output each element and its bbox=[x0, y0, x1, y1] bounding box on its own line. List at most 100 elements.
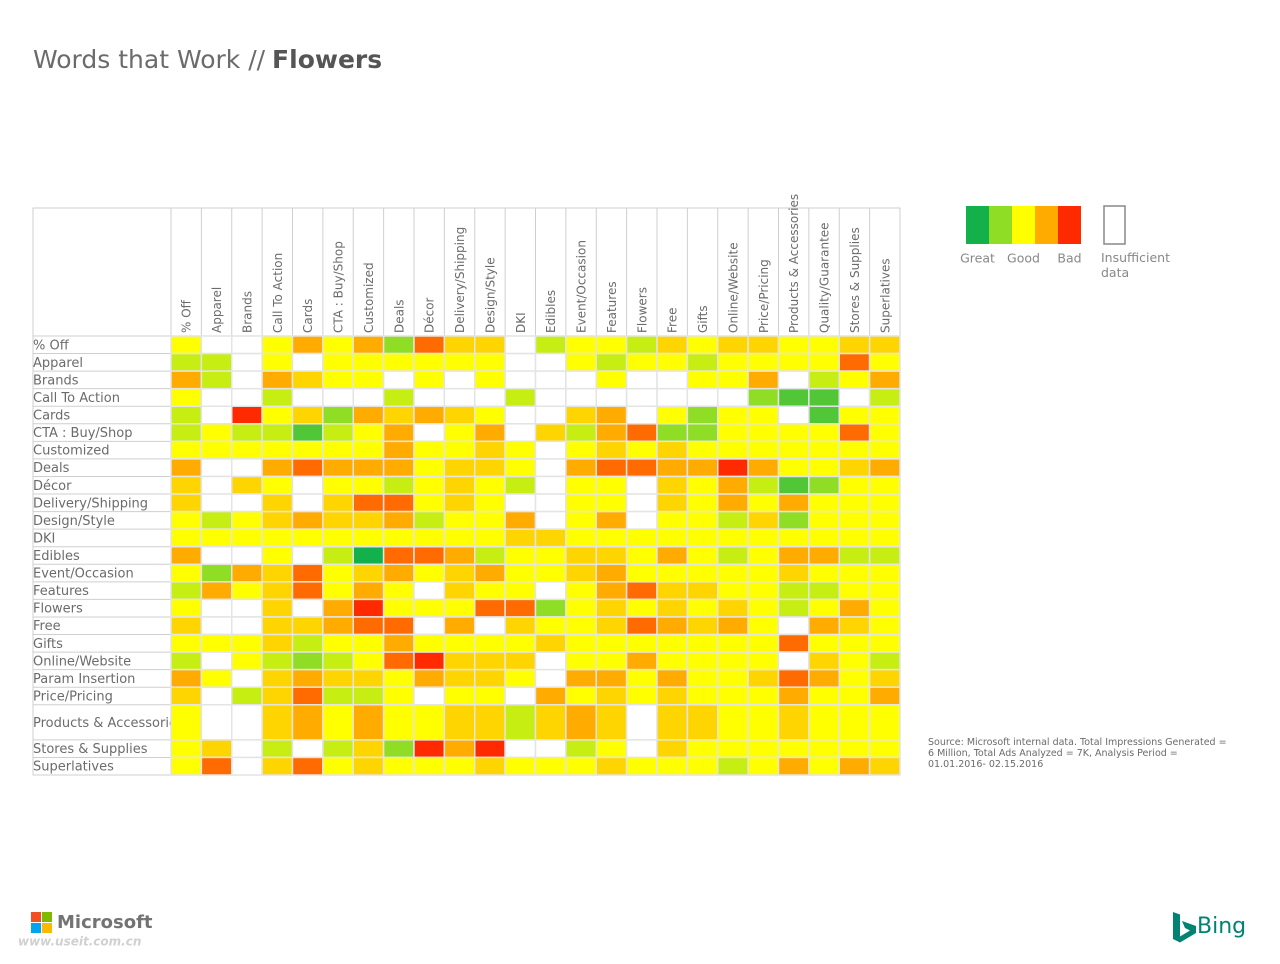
heatmap-cell bbox=[231, 387, 263, 407]
heatmap-cell bbox=[777, 528, 810, 548]
heatmap-cell bbox=[170, 563, 203, 583]
heatmap-cell bbox=[717, 616, 749, 636]
row-label: Online/Website bbox=[33, 654, 131, 669]
heatmap-cell bbox=[231, 528, 263, 548]
heatmap-cell bbox=[443, 493, 476, 513]
heatmap-cell bbox=[565, 616, 597, 636]
column-label: Free bbox=[666, 308, 680, 333]
legend-label: Bad bbox=[1057, 251, 1081, 266]
heatmap-cell bbox=[322, 458, 354, 478]
heatmap-cell bbox=[777, 545, 810, 566]
heatmap-cell bbox=[808, 616, 840, 636]
heatmap-cell bbox=[595, 458, 628, 478]
heatmap-cell bbox=[595, 405, 628, 425]
heatmap-cell bbox=[777, 756, 810, 776]
heatmap-cell bbox=[443, 756, 476, 776]
heatmap-cell bbox=[595, 493, 628, 513]
heatmap-cell bbox=[231, 440, 263, 460]
heatmap-cell bbox=[231, 739, 263, 759]
heatmap-cell bbox=[231, 581, 263, 601]
heatmap-cell bbox=[474, 739, 506, 759]
heatmap-cell bbox=[231, 686, 263, 706]
heatmap-cell bbox=[747, 563, 780, 583]
heatmap-cell bbox=[200, 352, 233, 372]
heatmap-cell bbox=[625, 352, 658, 372]
heatmap-cell bbox=[868, 581, 901, 601]
heatmap-cell bbox=[382, 598, 415, 618]
heatmap-cell bbox=[534, 616, 567, 636]
heatmap-cell bbox=[686, 756, 719, 776]
heatmap-cell bbox=[322, 493, 354, 513]
heatmap-cell bbox=[777, 633, 810, 653]
heatmap-cell bbox=[413, 739, 446, 759]
heatmap-cell bbox=[838, 581, 871, 601]
heatmap-cell bbox=[413, 352, 446, 372]
heatmap-cell bbox=[352, 352, 385, 372]
heatmap-cell bbox=[534, 352, 567, 372]
heatmap-cell bbox=[808, 545, 840, 566]
heatmap-cell bbox=[504, 739, 537, 759]
insufficient-label: Insufficient data bbox=[1101, 250, 1170, 280]
heatmap-cell bbox=[838, 616, 871, 636]
heatmap-cell bbox=[656, 423, 689, 443]
logo-square bbox=[31, 912, 41, 922]
heatmap-cell bbox=[686, 704, 719, 741]
heatmap-cell bbox=[747, 668, 780, 688]
heatmap-cell bbox=[443, 668, 476, 688]
heatmap-cell bbox=[504, 370, 537, 390]
heatmap-cell bbox=[625, 440, 658, 460]
heatmap-cell bbox=[747, 756, 780, 776]
heatmap-cell bbox=[868, 756, 901, 776]
heatmap-cell bbox=[382, 352, 415, 372]
heatmap-cell bbox=[686, 405, 719, 425]
heatmap-cell bbox=[808, 510, 840, 530]
heatmap-cell bbox=[352, 405, 385, 425]
heatmap-cell bbox=[504, 528, 537, 548]
column-label: Superlatives bbox=[878, 258, 892, 333]
heatmap-cell bbox=[170, 440, 203, 460]
heatmap-cell bbox=[382, 756, 415, 776]
heatmap-cell bbox=[382, 423, 415, 443]
heatmap-cell bbox=[474, 616, 506, 636]
heatmap-cell bbox=[777, 704, 810, 741]
heatmap-cell bbox=[838, 704, 871, 741]
heatmap-cell bbox=[868, 387, 901, 407]
heatmap-cell bbox=[170, 405, 203, 425]
heatmap-cell bbox=[625, 616, 658, 636]
column-label: Event/Occasion bbox=[575, 240, 589, 333]
heatmap-cell bbox=[261, 493, 294, 513]
heatmap-cell bbox=[200, 598, 233, 618]
heatmap-cell bbox=[261, 581, 294, 601]
heatmap-cell bbox=[747, 686, 780, 706]
heatmap-cell bbox=[504, 545, 537, 566]
heatmap-cell bbox=[443, 510, 476, 530]
heatmap-cell bbox=[625, 598, 658, 618]
heatmap-cell bbox=[656, 598, 689, 618]
heatmap-cell bbox=[322, 510, 354, 530]
heatmap-cell bbox=[443, 739, 476, 759]
column-label: Price/Pricing bbox=[757, 259, 771, 333]
heatmap-cell bbox=[534, 756, 567, 776]
heatmap-cell bbox=[291, 475, 324, 495]
heatmap-cell bbox=[382, 545, 415, 566]
heatmap-cell bbox=[200, 616, 233, 636]
heatmap-cell bbox=[170, 335, 203, 355]
heatmap-cell bbox=[291, 335, 324, 355]
row-label: Free bbox=[33, 619, 61, 634]
heatmap-cell bbox=[838, 686, 871, 706]
heatmap-cell bbox=[504, 423, 537, 443]
heatmap-cell bbox=[717, 493, 749, 513]
heatmap-cell bbox=[777, 352, 810, 372]
heatmap-cell bbox=[352, 387, 385, 407]
heatmap-cell bbox=[231, 545, 263, 566]
heatmap-cell bbox=[717, 545, 749, 566]
heatmap-cell bbox=[200, 335, 233, 355]
column-label: Décor bbox=[423, 297, 437, 333]
heatmap-cell bbox=[200, 739, 233, 759]
heatmap-cell bbox=[565, 581, 597, 601]
heatmap-cell bbox=[413, 598, 446, 618]
heatmap-cell bbox=[443, 686, 476, 706]
source-box: Source: Microsoft internal data. Total I… bbox=[928, 737, 1227, 770]
heatmap-cell bbox=[352, 633, 385, 653]
heatmap-cell bbox=[322, 528, 354, 548]
